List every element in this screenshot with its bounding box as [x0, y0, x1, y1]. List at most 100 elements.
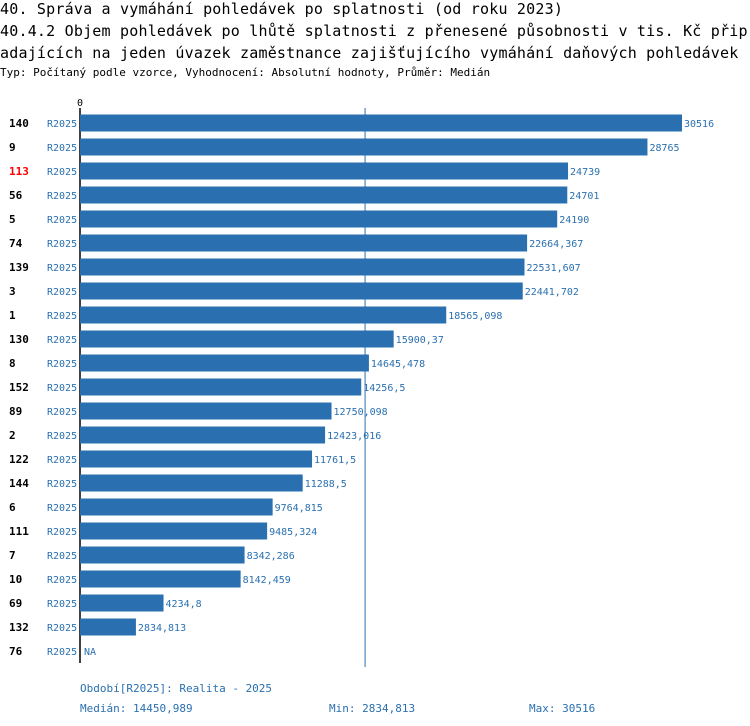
bar [80, 186, 568, 204]
period-label: R2025 [47, 143, 77, 154]
category-label: 10 [9, 573, 22, 586]
category-label: 111 [9, 525, 29, 538]
value-label: NA [84, 647, 96, 658]
bar [80, 426, 326, 444]
category-label: 152 [9, 381, 29, 394]
period-label: R2025 [47, 479, 77, 490]
footer-min: Min: 2834,813 [329, 702, 416, 715]
bar [80, 450, 313, 468]
bar [80, 258, 525, 276]
category-label: 9 [9, 141, 16, 154]
chart-subtitle: Typ: Počítaný podle vzorce, Vyhodnocení:… [0, 66, 491, 79]
category-label: 139 [9, 261, 29, 274]
period-label: R2025 [47, 647, 77, 658]
bar [80, 210, 558, 228]
period-label: R2025 [47, 407, 77, 418]
chart-title-line-2: 40.4.2 Objem pohledávek po lhůtě splatno… [0, 22, 748, 40]
value-label: 9485,324 [269, 527, 317, 538]
period-label: R2025 [47, 119, 77, 130]
value-label: 22531,607 [526, 263, 580, 274]
category-label: 2 [9, 429, 16, 442]
category-label: 130 [9, 333, 29, 346]
category-label: 122 [9, 453, 29, 466]
category-label: 144 [9, 477, 29, 490]
category-label: 76 [9, 645, 23, 658]
value-label: 30516 [684, 119, 714, 130]
category-label: 56 [9, 189, 23, 202]
bar [80, 114, 682, 132]
value-label: 11761,5 [314, 455, 356, 466]
category-label: 7 [9, 549, 16, 562]
period-label: R2025 [47, 239, 77, 250]
value-label: 8142,459 [243, 575, 291, 586]
category-label: 113 [9, 165, 29, 178]
bar [80, 522, 268, 540]
period-label: R2025 [47, 599, 77, 610]
period-label: R2025 [47, 455, 77, 466]
value-label: 8342,286 [247, 551, 295, 562]
footer-median: Medián: 14450,989 [80, 702, 193, 715]
bar [80, 282, 523, 300]
value-label: 24190 [559, 215, 589, 226]
period-label: R2025 [47, 263, 77, 274]
bar [80, 594, 164, 612]
value-label: 18565,098 [448, 311, 502, 322]
value-label: 12423,016 [327, 431, 381, 442]
period-label: R2025 [47, 383, 77, 394]
bar [80, 570, 241, 588]
period-label: R2025 [47, 431, 77, 442]
category-label: 1 [9, 309, 16, 322]
bar [80, 234, 528, 252]
category-label: 5 [9, 213, 16, 226]
bar [80, 162, 569, 180]
value-label: 12750,098 [334, 407, 388, 418]
axis-zero-label: 0 [77, 98, 83, 109]
category-label: 132 [9, 621, 29, 634]
period-label: R2025 [47, 287, 77, 298]
footer-period: Období[R2025]: Realita - 2025 [80, 682, 273, 695]
period-label: R2025 [47, 215, 77, 226]
period-label: R2025 [47, 623, 77, 634]
value-label: 9764,815 [275, 503, 323, 514]
period-label: R2025 [47, 311, 77, 322]
value-label: 24701 [569, 191, 599, 202]
value-label: 11288,5 [305, 479, 347, 490]
value-label: 15900,37 [396, 335, 444, 346]
footer-max: Max: 30516 [529, 702, 596, 715]
category-label: 74 [9, 237, 23, 250]
period-label: R2025 [47, 359, 77, 370]
value-label: 14645,478 [371, 359, 425, 370]
value-label: 14256,5 [363, 383, 405, 394]
bar [80, 498, 273, 516]
chart-title-line-1: 40. Správa a vymáhání pohledávek po spla… [0, 0, 564, 18]
category-label: 140 [9, 117, 29, 130]
bar [80, 330, 394, 348]
category-label: 89 [9, 405, 22, 418]
category-label: 3 [9, 285, 16, 298]
period-label: R2025 [47, 167, 77, 178]
value-label: 2834,813 [138, 623, 186, 634]
bar [80, 378, 362, 396]
value-label: 4234,8 [166, 599, 202, 610]
value-label: 22664,367 [529, 239, 583, 250]
period-label: R2025 [47, 575, 77, 586]
chart-title-line-3: adajících na jeden úvazek zaměstnance za… [0, 44, 739, 62]
bar [80, 306, 447, 324]
category-label: 8 [9, 357, 16, 370]
bar [80, 354, 369, 372]
bar [80, 138, 648, 156]
bar [80, 618, 136, 636]
period-label: R2025 [47, 335, 77, 346]
bar [80, 474, 303, 492]
period-label: R2025 [47, 527, 77, 538]
bar [80, 546, 245, 564]
value-label: 28765 [649, 143, 679, 154]
category-label: 69 [9, 597, 22, 610]
bar [80, 402, 332, 420]
period-label: R2025 [47, 503, 77, 514]
period-label: R2025 [47, 191, 77, 202]
value-label: 24739 [570, 167, 600, 178]
period-label: R2025 [47, 551, 77, 562]
category-label: 6 [9, 501, 16, 514]
